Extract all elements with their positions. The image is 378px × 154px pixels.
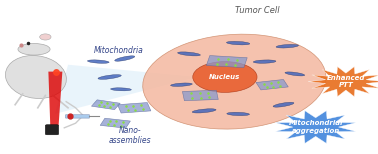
Polygon shape: [206, 56, 247, 68]
Ellipse shape: [40, 34, 51, 40]
Ellipse shape: [5, 55, 67, 99]
Polygon shape: [100, 118, 130, 128]
Ellipse shape: [276, 44, 299, 48]
Ellipse shape: [192, 109, 216, 113]
Polygon shape: [256, 79, 288, 90]
Polygon shape: [55, 65, 197, 114]
Ellipse shape: [18, 43, 50, 55]
Polygon shape: [48, 72, 62, 126]
Ellipse shape: [193, 62, 257, 92]
Ellipse shape: [227, 112, 249, 116]
Text: Mitochondria: Mitochondria: [94, 46, 144, 55]
Polygon shape: [276, 111, 356, 143]
Ellipse shape: [87, 60, 109, 63]
FancyBboxPatch shape: [45, 125, 59, 135]
Text: Enhanced
PTT: Enhanced PTT: [327, 75, 365, 88]
Polygon shape: [91, 100, 120, 110]
Polygon shape: [308, 67, 378, 97]
Ellipse shape: [226, 41, 250, 45]
Text: Tumor Cell: Tumor Cell: [235, 6, 279, 15]
Text: Nano-
assemblies: Nano- assemblies: [109, 126, 152, 145]
FancyBboxPatch shape: [65, 115, 90, 118]
Ellipse shape: [170, 83, 192, 86]
Ellipse shape: [111, 88, 131, 91]
Ellipse shape: [285, 72, 305, 76]
Text: Mitochondrial
aggregation: Mitochondrial aggregation: [288, 120, 343, 134]
Polygon shape: [183, 90, 218, 101]
Ellipse shape: [143, 34, 326, 129]
Ellipse shape: [273, 102, 294, 107]
Ellipse shape: [253, 60, 276, 63]
Polygon shape: [118, 103, 151, 113]
Ellipse shape: [98, 75, 121, 79]
Ellipse shape: [178, 52, 200, 56]
Text: Nucleus: Nucleus: [209, 74, 240, 80]
Ellipse shape: [115, 56, 135, 61]
